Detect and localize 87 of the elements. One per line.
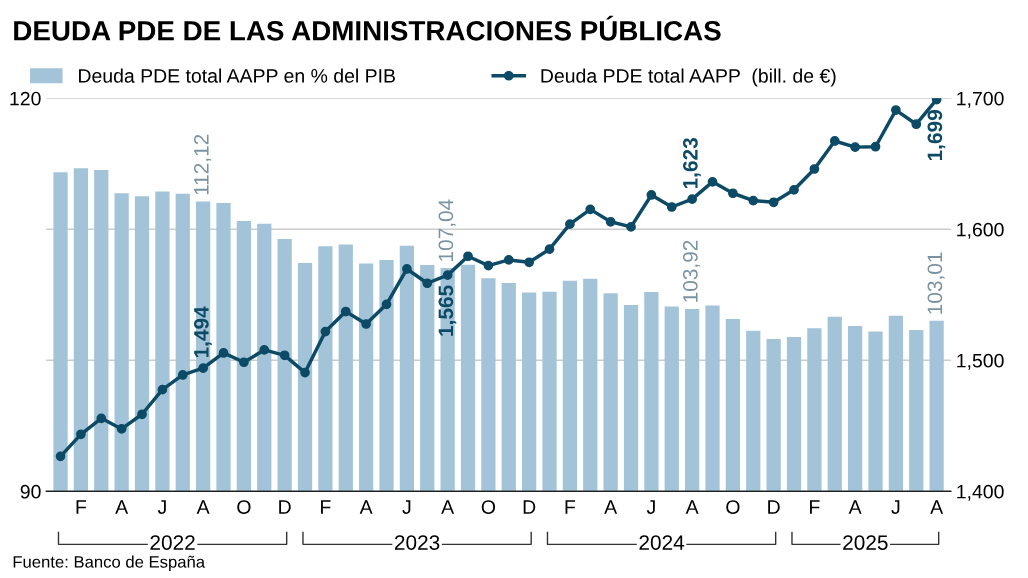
point (259, 345, 270, 355)
chart-title: DEUDA PDE DE LAS ADMINISTRACIONES PÚBLICAS (14, 15, 721, 41)
point (422, 278, 433, 289)
point (76, 429, 86, 440)
point (544, 244, 555, 255)
point (503, 255, 514, 265)
x-tick-label: A (604, 500, 618, 514)
point (565, 219, 575, 230)
point (789, 184, 799, 195)
point (157, 384, 168, 395)
data-label: 103,01 (927, 252, 945, 314)
source-note: Fuente: Banco de España (13, 555, 206, 572)
x-tick-label: A (848, 500, 862, 514)
x-tick-label: O (481, 500, 496, 514)
x-tick-label: A (441, 500, 455, 514)
text: 2025 (843, 535, 888, 550)
point (198, 363, 209, 374)
point (911, 119, 922, 130)
legend-label: Deuda PDE total AAPP (bill. de €) (541, 68, 836, 87)
legend-label: Deuda PDE total AAPP en % del PIB (79, 68, 395, 83)
point (279, 350, 290, 361)
point (605, 216, 616, 227)
point (748, 195, 759, 206)
x-tick-label: F (321, 500, 331, 514)
data-label: 1,565 (438, 285, 457, 336)
x-tick-label: J (646, 500, 655, 514)
point (463, 251, 473, 262)
y-tick-label: 90 (20, 484, 41, 499)
y2-tick-label: 1,500 (957, 353, 1004, 370)
data-label: 1,699 (927, 110, 946, 161)
point (646, 190, 657, 200)
point (809, 164, 820, 174)
x-tick-label: F (76, 500, 87, 514)
point (55, 451, 66, 462)
point (239, 357, 249, 368)
data-label: 107,04 (438, 199, 456, 261)
text: 2024 (639, 535, 685, 550)
data-label: 103,92 (682, 240, 701, 302)
text: 2022 (150, 535, 195, 550)
data-label: 1,623 (682, 138, 701, 189)
point (687, 194, 698, 205)
point (850, 142, 861, 152)
point (116, 424, 127, 434)
x-tick-label: O (237, 500, 251, 514)
x-tick-label: J (157, 500, 166, 514)
point (96, 413, 107, 424)
point (442, 270, 453, 280)
data-label: 112,12 (193, 134, 212, 195)
point (585, 204, 596, 215)
point (870, 141, 881, 152)
x-tick-label: D (279, 500, 291, 514)
x-tick-label: A (685, 500, 699, 514)
point (626, 222, 636, 232)
x-tick-label: F (565, 500, 576, 514)
x-tick-label: A (359, 500, 373, 514)
x-tick-label: D (523, 500, 536, 514)
point (483, 260, 494, 271)
data-label: 1,494 (193, 306, 212, 358)
x-tick-label: J (891, 500, 900, 514)
point (707, 176, 718, 187)
x-tick-label: A (115, 500, 129, 514)
point (300, 367, 310, 378)
y2-tick-label: 1,700 (957, 91, 1004, 108)
y2-tick-label: 1,600 (957, 222, 1004, 239)
point (891, 105, 901, 115)
point (829, 136, 840, 146)
x-tick-label: A (196, 500, 210, 514)
point (402, 264, 412, 274)
point (666, 202, 677, 212)
point (320, 326, 331, 337)
point (177, 370, 188, 380)
x-tick-label: A (930, 500, 944, 514)
y-tick-label: 120 (10, 91, 41, 106)
point (381, 299, 392, 310)
point (340, 306, 351, 317)
point (524, 257, 535, 268)
point (137, 409, 147, 420)
x-tick-label: O (726, 500, 740, 514)
x-tick-label: F (810, 500, 820, 514)
point (728, 188, 738, 199)
x-tick-label: D (768, 500, 780, 514)
point (768, 197, 779, 208)
point (218, 348, 229, 358)
text: 2023 (394, 535, 440, 550)
point (361, 319, 372, 329)
y2-tick-label: 1,400 (957, 484, 1004, 501)
x-tick-label: J (402, 500, 411, 514)
